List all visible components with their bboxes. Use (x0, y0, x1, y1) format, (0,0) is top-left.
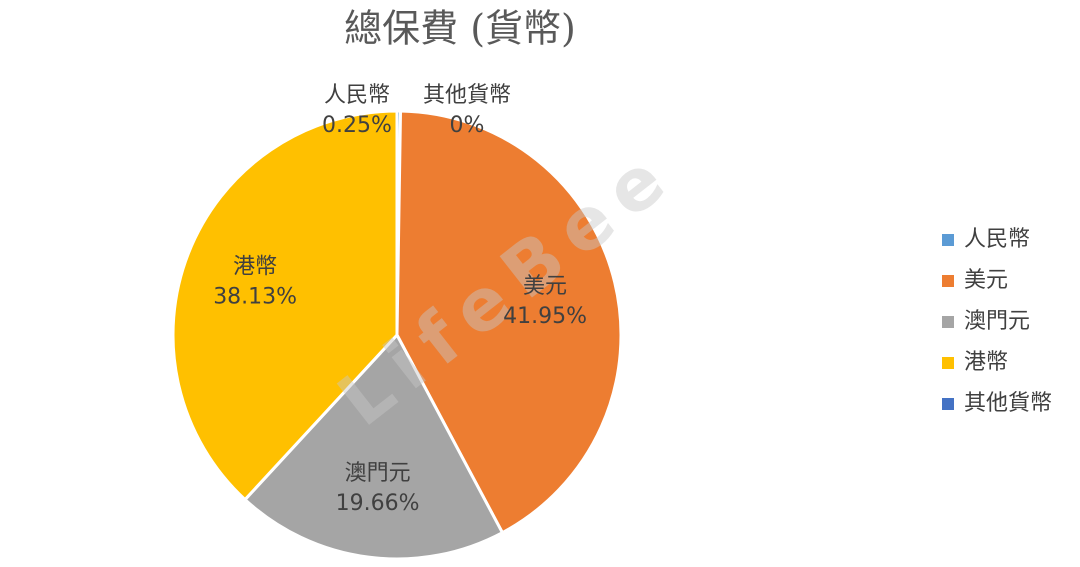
legend-label: 港幣 (964, 350, 1008, 375)
data-label-category: 美元 (523, 274, 567, 299)
data-label-category: 澳門元 (345, 461, 411, 486)
data-label-category: 人民幣 (324, 83, 390, 108)
data-label-value: 38.13% (213, 285, 297, 310)
pie-slice (395, 109, 623, 535)
legend-label: 其他貨幣 (964, 391, 1052, 416)
data-label-category: 其他貨幣 (423, 83, 511, 108)
legend-label: 人民幣 (964, 227, 1030, 252)
data-label-value: 41.95% (503, 304, 587, 329)
legend-swatch (942, 316, 954, 328)
chart-title: 總保費 (貨幣) (344, 7, 576, 51)
legend-label: 澳門元 (964, 309, 1030, 334)
data-label-category: 港幣 (233, 255, 277, 280)
legend-label: 美元 (964, 268, 1008, 293)
data-label-value: 0.25% (322, 113, 392, 138)
legend-swatch (942, 398, 954, 410)
legend-swatch (942, 234, 954, 246)
legend-swatch (942, 357, 954, 369)
legend-swatch (942, 275, 954, 287)
pie-slice (242, 332, 505, 561)
data-label-value: 0% (450, 113, 485, 138)
pie-slice (171, 109, 399, 502)
data-label-value: 19.66% (336, 491, 420, 516)
